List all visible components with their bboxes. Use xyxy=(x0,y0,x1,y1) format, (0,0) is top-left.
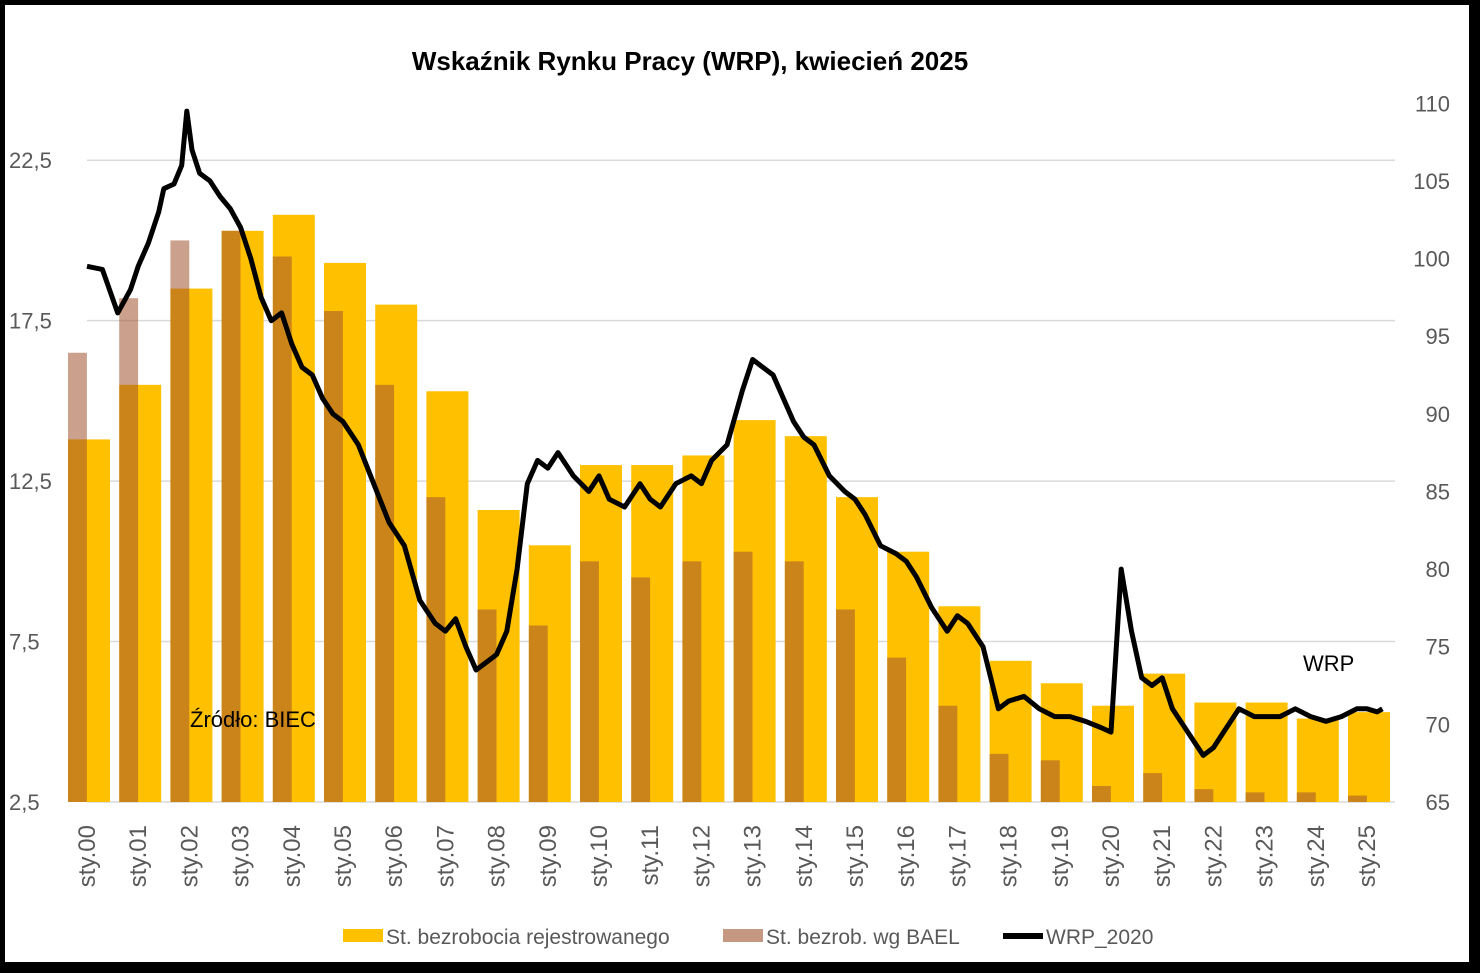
chart-title: Wskaźnik Rynku Pracy (WRP), kwiecień 202… xyxy=(412,46,968,76)
left-axis-ticks: 2,5 7,5 12,5 17,5 22,5 xyxy=(9,148,52,815)
bael-bar xyxy=(324,311,343,802)
bael-bar xyxy=(733,551,753,802)
x-tick-label: sty.04 xyxy=(279,825,306,887)
x-tick-label: sty.12 xyxy=(688,825,715,887)
right-tick-label: 95 xyxy=(1426,324,1450,349)
left-tick-label: 22,5 xyxy=(9,148,52,173)
left-tick-label: 7,5 xyxy=(9,630,40,655)
right-tick-label: 105 xyxy=(1413,169,1450,194)
right-tick-label: 90 xyxy=(1426,402,1450,427)
bael-bar xyxy=(477,609,497,802)
bael-bar xyxy=(1245,792,1265,802)
bael-bar xyxy=(119,298,139,802)
x-axis-ticks: sty.00 sty.01 sty.02 sty.03 sty.04 sty.05 sty.… xyxy=(74,825,1381,887)
registered-bar xyxy=(1296,718,1339,802)
bael-bar xyxy=(1296,792,1316,802)
bael-bar xyxy=(272,256,292,802)
right-axis-ticks: 65 70 75 80 85 90 95 100 105 110 xyxy=(1413,91,1450,815)
bael-bar xyxy=(784,561,804,802)
bael-bar xyxy=(221,230,241,803)
x-tick-label: sty.08 xyxy=(484,825,511,887)
wrp-line-label: WRP xyxy=(1303,651,1354,676)
x-tick-label: sty.22 xyxy=(1200,825,1227,887)
x-tick-label: sty.16 xyxy=(893,825,920,887)
bael-bar xyxy=(989,753,1009,802)
chart: Wskaźnik Rynku Pracy (WRP), kwiecień 202… xyxy=(9,46,1450,949)
right-tick-label: 75 xyxy=(1426,635,1450,660)
x-tick-label: sty.07 xyxy=(432,825,459,887)
bael-bar xyxy=(887,657,907,802)
bael-bar xyxy=(1194,789,1214,802)
x-tick-label: sty.01 xyxy=(125,825,152,887)
source-note: Źródło: BIEC xyxy=(190,707,316,732)
bael-bar xyxy=(1040,760,1060,802)
left-tick-label: 17,5 xyxy=(9,309,52,334)
bael-bar xyxy=(682,561,702,802)
x-tick-label: sty.00 xyxy=(74,825,101,887)
bael-unemployment-bars xyxy=(68,230,1367,803)
right-tick-label: 80 xyxy=(1426,557,1450,582)
bael-bar xyxy=(836,609,855,802)
x-tick-label: sty.13 xyxy=(740,825,767,887)
bael-bar xyxy=(375,384,395,802)
right-tick-label: 100 xyxy=(1413,247,1450,272)
bael-bar xyxy=(426,497,446,802)
x-tick-label: sty.24 xyxy=(1303,825,1330,887)
bael-bar xyxy=(1348,795,1367,802)
registered-bar xyxy=(1245,702,1288,802)
bael-bar xyxy=(580,561,599,802)
x-tick-label: sty.11 xyxy=(637,825,664,885)
x-tick-label: sty.21 xyxy=(1149,825,1176,887)
bael-bar xyxy=(170,240,190,802)
legend-label: St. bezrobocia rejestrowanego xyxy=(386,926,670,949)
bael-bar xyxy=(68,352,87,802)
x-tick-label: sty.17 xyxy=(944,825,971,887)
bael-bar xyxy=(631,577,651,802)
legend-label: WRP_2020 xyxy=(1046,926,1153,949)
legend-swatch xyxy=(343,929,383,942)
bael-bar xyxy=(1143,773,1163,802)
x-tick-label: sty.19 xyxy=(1047,825,1074,887)
right-tick-label: 110 xyxy=(1415,91,1450,116)
x-tick-label: sty.05 xyxy=(330,825,357,887)
bael-bar xyxy=(528,625,548,802)
x-tick-label: sty.15 xyxy=(842,825,869,887)
x-tick-label: sty.20 xyxy=(1098,825,1125,887)
x-tick-label: sty.09 xyxy=(535,825,562,887)
left-tick-label: 2,5 xyxy=(9,790,40,815)
legend: St. bezrobocia rejestrowanego St. bezrob.… xyxy=(343,926,1153,949)
right-tick-label: 70 xyxy=(1426,712,1450,737)
registered-bar xyxy=(1348,712,1390,802)
x-tick-label: sty.10 xyxy=(586,825,613,887)
x-tick-label: sty.02 xyxy=(176,825,203,887)
bael-bar xyxy=(1092,785,1111,802)
x-tick-label: sty.23 xyxy=(1252,825,1279,887)
left-tick-label: 12,5 xyxy=(9,469,52,494)
right-tick-label: 85 xyxy=(1426,479,1450,504)
x-tick-label: sty.18 xyxy=(996,825,1023,887)
bael-bar xyxy=(938,705,958,802)
x-tick-label: sty.25 xyxy=(1354,825,1381,887)
wrp-line xyxy=(86,108,1384,758)
x-tick-label: sty.06 xyxy=(381,825,408,887)
x-tick-label: sty.14 xyxy=(791,825,818,887)
x-tick-label: sty.03 xyxy=(228,825,255,887)
legend-swatch xyxy=(723,929,763,942)
legend-label: St. bezrob. wg BAEL xyxy=(766,926,960,949)
right-tick-label: 65 xyxy=(1426,790,1450,815)
